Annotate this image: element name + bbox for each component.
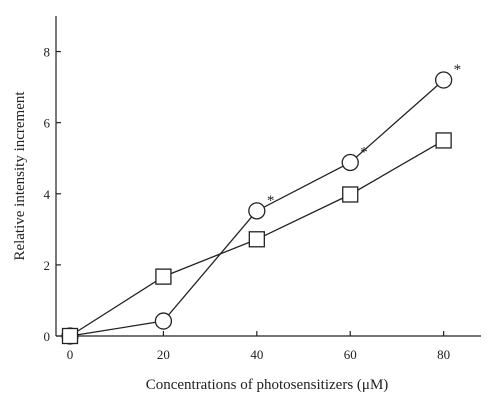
y-ticks: 0 2 4 6 8: [44, 45, 61, 344]
data-point-square: [435, 132, 452, 149]
data-point-square: [248, 231, 265, 248]
y-tick-label: 6: [44, 116, 51, 131]
y-axis-title: Relative intensity increment: [12, 91, 28, 261]
y-tick-label: 2: [44, 258, 51, 273]
data-point-circle: [154, 312, 173, 330]
x-tick-label: 40: [250, 347, 263, 362]
y-tick-label: 0: [44, 329, 51, 344]
plot-area: * * *: [61, 62, 462, 345]
data-point-square: [155, 268, 172, 285]
x-tick-label: 80: [437, 347, 450, 362]
data-point-circle: [341, 153, 359, 172]
y-axis: 0 2 4 6 8 Relative intensity increment: [12, 16, 61, 344]
series-square: [61, 132, 452, 345]
x-tick-label: 20: [157, 347, 170, 362]
significance-marker: *: [360, 144, 368, 160]
significance-marker: *: [267, 193, 275, 209]
data-point-circle: [248, 202, 266, 220]
x-tick-label: 60: [344, 347, 357, 362]
series-circle: * * *: [61, 62, 462, 345]
x-tick-label: 0: [67, 347, 74, 362]
x-axis: 0 20 40 60 80 Concentrations of photosensiti…: [56, 331, 481, 393]
data-point-circle: [434, 71, 453, 89]
data-point-square: [61, 327, 79, 345]
significance-marker: *: [454, 62, 462, 78]
y-tick-label: 4: [44, 187, 51, 202]
y-tick-label: 8: [44, 45, 51, 60]
x-axis-title: Concentrations of photosensitizers (μM): [146, 377, 389, 393]
x-ticks: 0 20 40 60 80: [67, 331, 450, 362]
data-point-square: [342, 186, 359, 203]
